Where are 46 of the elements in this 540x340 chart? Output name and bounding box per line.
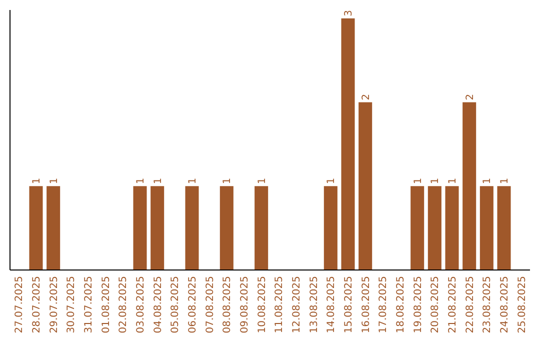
x-tick-label: 14.08.2025 xyxy=(326,276,338,334)
data-label: 1 xyxy=(222,178,234,184)
x-tick-label: 17.08.2025 xyxy=(378,276,390,334)
x-tick-label: 18.08.2025 xyxy=(396,276,406,334)
x-tick-label: 31.07.2025 xyxy=(84,276,94,334)
x-tick-label: 22.08.2025 xyxy=(464,276,476,334)
x-tick-label: 02.08.2025 xyxy=(118,276,130,334)
x-tick-label: 05.08.2025 xyxy=(170,276,182,334)
x-tick-label: 12.08.2025 xyxy=(292,276,302,334)
x-tick-label: 03.08.2025 xyxy=(136,276,146,334)
x-tick-label: 25.08.2025 xyxy=(516,276,528,334)
x-tick-label: 19.08.2025 xyxy=(412,276,424,334)
x-tick-label: 21.08.2025 xyxy=(448,276,458,334)
x-tick-label: 30.07.2025 xyxy=(66,276,78,334)
x-tick-label: 15.08.2025 xyxy=(344,276,354,334)
x-tick-label: 28.07.2025 xyxy=(32,276,42,334)
data-label: 1 xyxy=(152,178,164,184)
x-tick-label: 24.08.2025 xyxy=(500,276,510,334)
x-tick-label: 16.08.2025 xyxy=(360,276,372,334)
data-label: 1 xyxy=(500,178,510,184)
data-label: 1 xyxy=(48,178,60,184)
data-label: 1 xyxy=(326,178,338,184)
data-label: 1 xyxy=(256,178,268,184)
data-label: 2 xyxy=(464,94,476,100)
data-label: 2 xyxy=(360,94,372,100)
x-tick-label: 10.08.2025 xyxy=(256,276,268,334)
x-tick-label: 06.08.2025 xyxy=(188,276,198,334)
x-tick-label: 27.07.2025 xyxy=(14,276,26,334)
data-label: 1 xyxy=(188,178,198,184)
x-tick-label: 11.08.2025 xyxy=(274,276,286,334)
data-label: 1 xyxy=(448,178,458,184)
data-label: 1 xyxy=(482,178,494,184)
x-tick-label: 20.08.2025 xyxy=(430,276,442,334)
data-label: 1 xyxy=(32,178,42,184)
x-tick-label: 08.08.2025 xyxy=(222,276,234,334)
x-tick-label: 04.08.2025 xyxy=(152,276,164,334)
x-tick-label: 01.08.2025 xyxy=(100,276,112,334)
data-label: 1 xyxy=(412,178,424,184)
x-tick-label: 23.08.2025 xyxy=(482,276,494,334)
x-tick-label: 09.08.2025 xyxy=(240,276,250,334)
data-label: 3 xyxy=(344,10,354,16)
x-tick-label: 13.08.2025 xyxy=(308,276,320,334)
data-label: 1 xyxy=(136,178,146,184)
x-tick-label: 29.07.2025 xyxy=(48,276,60,334)
x-tick-label: 07.08.2025 xyxy=(204,276,216,334)
data-label: 1 xyxy=(430,178,442,184)
